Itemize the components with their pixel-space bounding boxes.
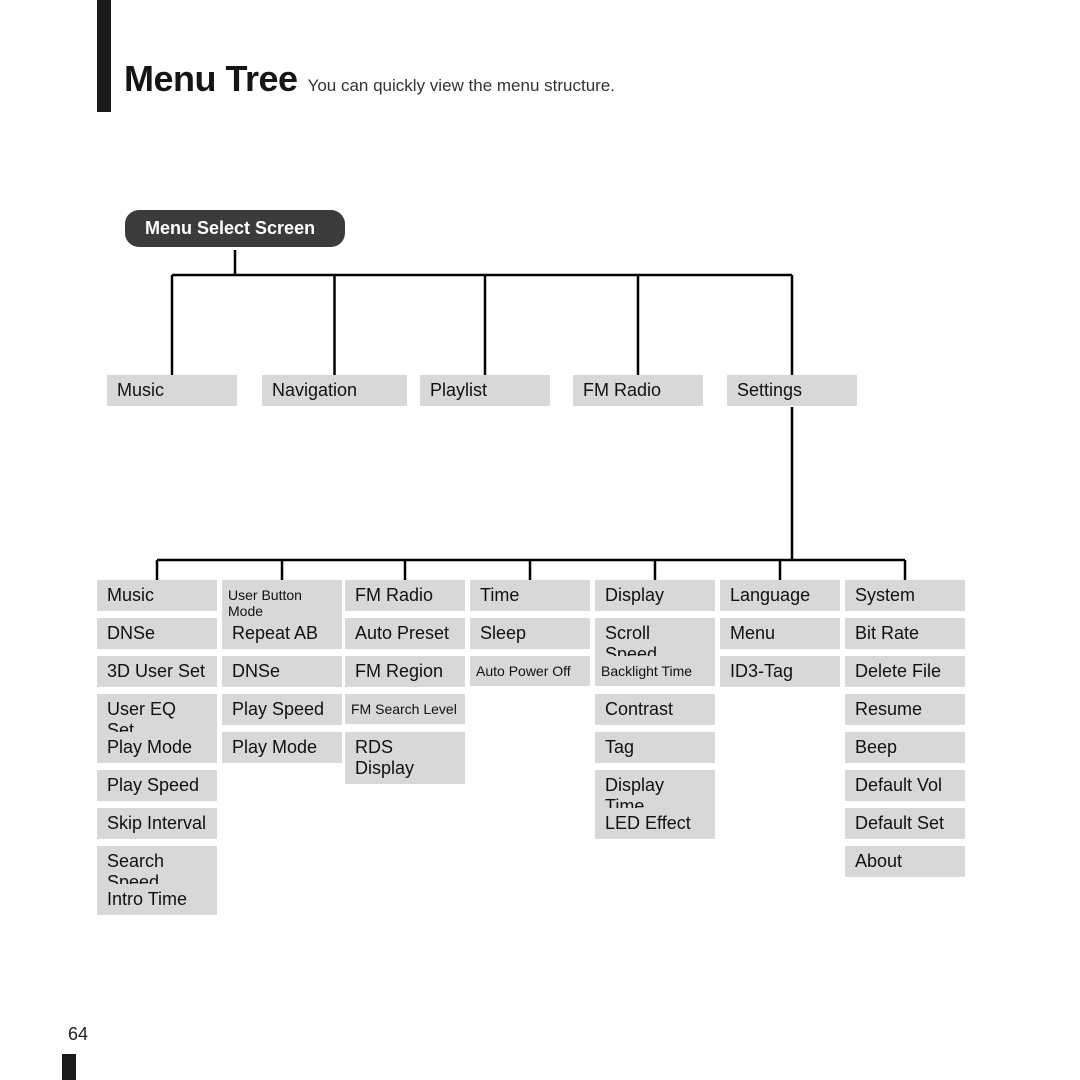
- column-item: Auto Power Off: [470, 656, 590, 686]
- column-item: Play Speed: [222, 694, 342, 725]
- page-title: Menu Tree: [124, 58, 298, 100]
- column-item: DNSe: [222, 656, 342, 687]
- column-item: FM Search Level: [345, 694, 465, 724]
- column-item: Default Vol: [845, 770, 965, 801]
- accent-bar-bottom: [62, 1054, 76, 1080]
- column-head: System: [845, 580, 965, 611]
- column-item: Bit Rate: [845, 618, 965, 649]
- header: Menu Tree You can quickly view the menu …: [124, 58, 615, 100]
- column-item: Resume: [845, 694, 965, 725]
- column-item: Backlight Time: [595, 656, 715, 686]
- column-item: DNSe: [97, 618, 217, 649]
- level1-node: Navigation: [262, 375, 407, 406]
- column-item: Menu: [720, 618, 840, 649]
- column-item: Auto Preset: [345, 618, 465, 649]
- column-item: Play Speed: [97, 770, 217, 801]
- column-item: FM Region: [345, 656, 465, 687]
- column-item: Skip Interval: [97, 808, 217, 839]
- column-item: About: [845, 846, 965, 877]
- column-head: FM Radio: [345, 580, 465, 611]
- accent-bar-top: [97, 0, 111, 112]
- root-node: Menu Select Screen: [125, 210, 345, 247]
- level1-node: Settings: [727, 375, 857, 406]
- tree-connectors: [0, 0, 1080, 1080]
- column-head: Display: [595, 580, 715, 611]
- column-item: Beep: [845, 732, 965, 763]
- column-head: Language: [720, 580, 840, 611]
- column-item: Repeat AB: [222, 618, 342, 649]
- column-item: Play Mode: [222, 732, 342, 763]
- column-item: 3D User Set: [97, 656, 217, 687]
- column-head: Time: [470, 580, 590, 611]
- level1-node: Music: [107, 375, 237, 406]
- column-item: Tag: [595, 732, 715, 763]
- page-number: 64: [68, 1024, 88, 1045]
- level1-node: Playlist: [420, 375, 550, 406]
- level1-node: FM Radio: [573, 375, 703, 406]
- column-item: LED Effect: [595, 808, 715, 839]
- column-item: Contrast: [595, 694, 715, 725]
- column-item: Delete File: [845, 656, 965, 687]
- column-item: Default Set: [845, 808, 965, 839]
- column-item: Intro Time: [97, 884, 217, 915]
- column-item: RDS Display: [345, 732, 465, 784]
- column-head: Music: [97, 580, 217, 611]
- column-item: Sleep: [470, 618, 590, 649]
- page-subtitle: You can quickly view the menu structure.: [308, 76, 615, 96]
- column-item: Play Mode: [97, 732, 217, 763]
- column-item: ID3-Tag: [720, 656, 840, 687]
